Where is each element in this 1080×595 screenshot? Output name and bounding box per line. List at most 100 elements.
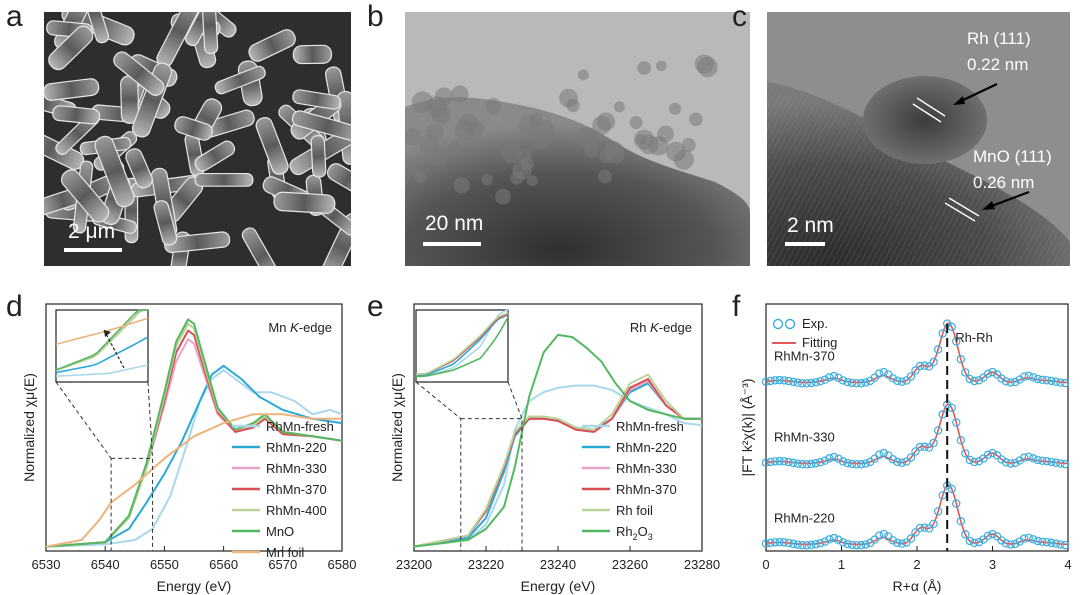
exafs-legend-fit: Fitting (802, 335, 837, 350)
panel-letter-b: b (367, 0, 384, 33)
rh-legend-label: RhMn-220 (616, 440, 677, 455)
panel-letter-f: f (732, 290, 741, 323)
rh-series-line (413, 384, 703, 548)
exafs-exp-point (779, 538, 789, 547)
panel-letter-e: e (367, 290, 384, 323)
sem-rod (292, 44, 333, 65)
exafs-exp-point (784, 376, 793, 386)
tem-particle (447, 140, 462, 154)
exafs-exp-point (1024, 452, 1033, 461)
exafs-exp-point (852, 460, 861, 469)
exafs-exp-point (1047, 457, 1056, 467)
tem-particle (577, 69, 589, 81)
mn-xtick-label: 6560 (209, 557, 238, 572)
exafs-exp-point (974, 376, 984, 385)
rh-series-line (413, 333, 702, 548)
exafs-exp-point (770, 376, 780, 385)
exafs-exp-point (798, 541, 807, 550)
exafs-exp-point (897, 539, 907, 548)
rh-series-line (413, 373, 702, 548)
exafs-exp-point (983, 531, 993, 541)
exafs-exp-point (906, 372, 916, 381)
exafs-exp-point (1010, 458, 1020, 468)
hrtem-scale-label: 2 nm (787, 214, 834, 237)
mn-xlabel: Energy (eV) (157, 578, 232, 594)
exafs-exp-point (983, 450, 993, 460)
exafs-exp-point (1006, 459, 1015, 468)
exafs-exp-point (770, 457, 780, 466)
exafs-exp-point (929, 357, 938, 367)
tem-particle (629, 116, 643, 130)
mn-inset-curve (55, 364, 149, 377)
exafs-exp-point (947, 403, 956, 412)
tem-particle (510, 170, 525, 185)
rh-ylabel: Normalized χμ(E) (389, 373, 405, 482)
exafs-exp-point (988, 529, 997, 539)
sem-rod (60, 169, 110, 223)
exafs-exp-point (915, 523, 925, 533)
exafs-exp-point (798, 460, 807, 469)
exafs-exp-point (843, 377, 852, 387)
tem-particle (454, 120, 475, 141)
exafs-exp-point (1001, 458, 1011, 467)
sem-rod (255, 116, 289, 175)
exafs-series-label: RhMn-330 (774, 430, 835, 445)
sem-rod (291, 110, 351, 143)
sem-rod (174, 116, 213, 141)
exafs-xtick-label: 2 (913, 557, 920, 572)
sem-rod (292, 89, 342, 110)
exafs-exp-point (974, 457, 984, 466)
exafs-exp-point (879, 367, 888, 377)
exafs-exp-point (766, 376, 775, 386)
exafs-exp-point (929, 438, 938, 448)
exafs-xtick-label: 3 (989, 557, 996, 572)
exafs-exp-point (802, 541, 811, 550)
exafs-exp-point (992, 370, 1002, 379)
exafs-exp-point (834, 373, 843, 382)
exafs-exp-point (852, 379, 861, 388)
exafs-legend-marker (772, 318, 784, 330)
rh-legend-label: Rh2O3 (616, 524, 653, 542)
exafs-exp-point (761, 458, 771, 467)
exafs-exp-point (915, 361, 925, 371)
exafs-xtick-label: 4 (1064, 557, 1071, 572)
exafs-exp-point (924, 362, 934, 371)
rh-xlabel: Energy (eV) (521, 578, 596, 594)
sem-rod (194, 172, 254, 187)
exafs-exp-point (784, 457, 793, 467)
exafs-exp-point (920, 442, 929, 451)
exafs-exp-point (807, 459, 816, 469)
exafs-exp-point (888, 374, 898, 383)
exafs-exp-point (933, 507, 943, 516)
exafs-exp-point (1047, 538, 1056, 548)
tem-particle (481, 173, 493, 186)
mn-legend-label: MnO (266, 524, 294, 539)
exafs-series-label: RhMn-220 (774, 511, 835, 526)
exafs-exp-point (816, 539, 825, 548)
mno-111-plane: MnO (111) (973, 147, 1052, 166)
exafs-exp-point (788, 539, 798, 549)
mn-inset-arrowhead (104, 330, 111, 337)
exafs-exp-point (843, 539, 852, 549)
rh-inset-curve (415, 312, 509, 376)
exafs-exp-point (992, 451, 1002, 460)
exafs-exp-point (988, 367, 997, 377)
exafs-exp-point (915, 442, 925, 452)
exafs-exp-point (952, 418, 961, 427)
exafs-exp-point (961, 368, 970, 377)
exafs-exp-point (775, 456, 784, 466)
rh-legend-label: RhMn-330 (616, 461, 677, 476)
exafs-xlabel: R+α (Å) (893, 578, 942, 594)
exafs-exp-point (1056, 378, 1065, 387)
exafs-exp-point (875, 369, 884, 378)
exafs-exp-point (1033, 374, 1042, 384)
tem-particle (518, 115, 540, 136)
exafs-exp-point (947, 484, 956, 493)
exafs-exp-point (1010, 377, 1020, 387)
exafs-ft-chart: 0 1 2 3 4 R+α (Å) |FT k²χ(k)| (Å⁻³) RhMn-370 RhM… (739, 303, 1072, 594)
tem-particle (432, 150, 448, 166)
exafs-exp-point (766, 457, 775, 467)
mn-legend-label: RhMn-fresh (266, 419, 334, 434)
exafs-series-label: RhMn-370 (774, 349, 835, 364)
exafs-exp-point (829, 452, 839, 462)
